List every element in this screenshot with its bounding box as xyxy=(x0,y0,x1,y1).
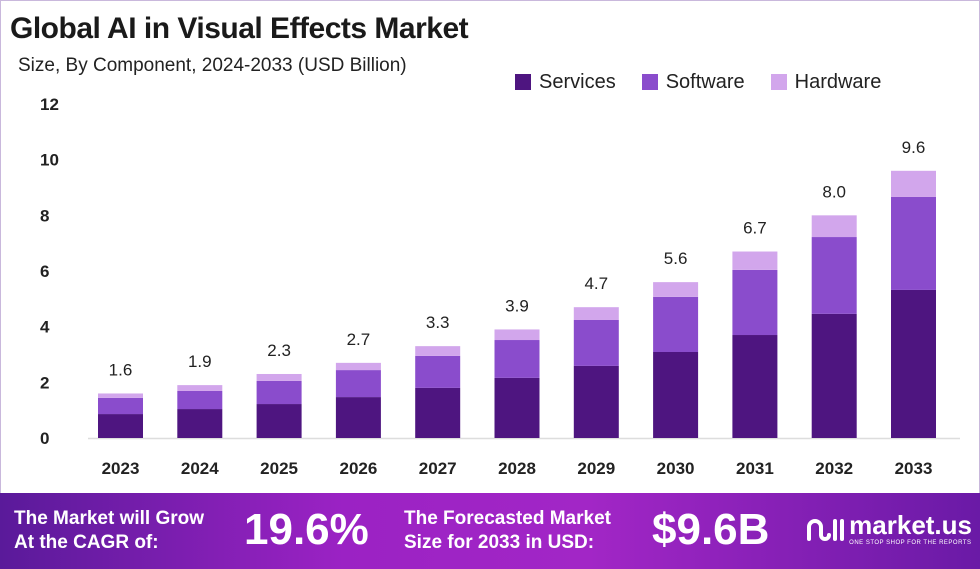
bar-segment-hardware xyxy=(811,215,857,238)
bar-segment-services xyxy=(335,397,381,438)
y-tick-label: 12 xyxy=(40,95,59,114)
legend-swatch xyxy=(641,74,658,90)
bar-chart: 0 2 4 6 8 10 12 1.6 2023 1.9 2024 2.3 2025 2.7 2026 3.3… xyxy=(40,95,960,478)
forecast-value: $9.6B xyxy=(652,505,770,554)
legend-swatch xyxy=(515,74,531,90)
total-label: 4.7 xyxy=(584,274,608,293)
forecast-label: The Forecasted Market Size for 2033 in US… xyxy=(404,507,611,555)
x-tick-label: 2032 xyxy=(815,459,853,478)
bar-segment-software xyxy=(335,370,381,398)
bar-segment-hardware xyxy=(653,282,699,297)
chart-title: Global AI in Visual Effects Market xyxy=(10,12,469,45)
x-tick-label: 2027 xyxy=(419,459,457,478)
logo-text: market.us xyxy=(849,510,972,540)
cagr-label-line: At the CAGR of: xyxy=(14,532,159,553)
bar-segment-hardware xyxy=(98,393,143,398)
legend-item-services: Services xyxy=(515,70,616,94)
bar-segment-software xyxy=(732,269,778,336)
total-label: 5.6 xyxy=(664,249,688,268)
x-tick-label: 2031 xyxy=(736,459,774,478)
bar-segment-software xyxy=(98,397,143,415)
cagr-label-line: The Market will Grow xyxy=(14,508,205,529)
bar-segment-hardware xyxy=(732,251,778,270)
bar-segment-software xyxy=(891,196,936,290)
legend-label: Software xyxy=(665,71,745,93)
y-tick-label: 10 xyxy=(40,151,59,170)
y-tick-label: 4 xyxy=(40,318,50,337)
x-tick-label: 2026 xyxy=(339,459,377,478)
bar-segment-software xyxy=(573,319,619,366)
logo-icon xyxy=(807,519,845,541)
bar-segment-services xyxy=(732,335,778,438)
cagr-label: The Market will Grow At the CAGR of: xyxy=(14,507,204,555)
legend-label: Services xyxy=(539,71,616,93)
forecast-label-line: Size for 2033 in USD: xyxy=(404,532,595,553)
total-label: 3.9 xyxy=(505,296,529,315)
bar-segment-hardware xyxy=(177,385,223,391)
legend-item-hardware: Hardware xyxy=(770,70,882,94)
total-label: 1.9 xyxy=(188,352,212,371)
x-tick-label: 2029 xyxy=(577,459,615,478)
bar-segment-hardware xyxy=(891,170,936,197)
bar-segment-software xyxy=(653,296,699,352)
total-label: 6.7 xyxy=(743,219,767,238)
bar-segment-services xyxy=(811,313,857,438)
x-tick-label: 2025 xyxy=(260,459,298,478)
legend: Services Software Hardware xyxy=(515,70,881,94)
summary-banner: The Market will Grow At the CAGR of: 19.6… xyxy=(0,493,980,569)
bar-segment-hardware xyxy=(494,329,540,341)
x-tick-label: 2024 xyxy=(181,459,219,478)
y-tick-label: 6 xyxy=(40,262,49,281)
bar-segment-services xyxy=(256,404,302,438)
total-label: 8.0 xyxy=(822,182,846,201)
bar-segment-hardware xyxy=(335,362,381,371)
total-label: 1.6 xyxy=(109,360,133,379)
market-us-logo: market.us ONE STOP SHOP FOR THE REPORTS xyxy=(805,511,972,547)
bar-segment-hardware xyxy=(415,346,461,356)
y-tick-label: 0 xyxy=(40,429,49,448)
logo-tagline: ONE STOP SHOP FOR THE REPORTS xyxy=(849,540,972,546)
x-tick-label: 2030 xyxy=(657,459,695,478)
y-tick-label: 2 xyxy=(40,373,49,392)
chart-subtitle: Size, By Component, 2024-2033 (USD Billi… xyxy=(18,55,407,76)
total-label: 2.3 xyxy=(267,341,291,360)
bar-segment-services xyxy=(573,365,619,438)
bar-segment-software xyxy=(256,380,302,405)
legend-swatch xyxy=(770,74,787,90)
bar-segment-services xyxy=(653,351,699,438)
bar-segment-services xyxy=(891,289,936,438)
legend-label: Hardware xyxy=(794,71,882,93)
bar-segment-services xyxy=(494,377,540,438)
bar-segment-hardware xyxy=(256,373,302,381)
total-label: 2.7 xyxy=(347,330,371,349)
x-tick-label: 2028 xyxy=(498,459,536,478)
bar-segment-software xyxy=(811,237,857,314)
total-label: 9.6 xyxy=(902,138,926,157)
bar-segment-services xyxy=(177,409,223,438)
legend-item-software: Software xyxy=(641,70,745,94)
bar-segment-software xyxy=(415,355,461,388)
forecast-label-line: The Forecasted Market xyxy=(404,508,611,529)
bar-segment-hardware xyxy=(573,307,619,320)
bar-segment-software xyxy=(494,340,540,378)
bar-segment-services xyxy=(98,414,143,438)
cagr-value: 19.6% xyxy=(244,505,369,554)
y-tick-label: 8 xyxy=(40,206,49,225)
total-label: 3.3 xyxy=(426,313,450,332)
bar-segment-services xyxy=(415,387,461,438)
x-tick-label: 2023 xyxy=(102,459,140,478)
x-tick-label: 2033 xyxy=(895,459,933,478)
bar-segment-software xyxy=(177,390,223,410)
